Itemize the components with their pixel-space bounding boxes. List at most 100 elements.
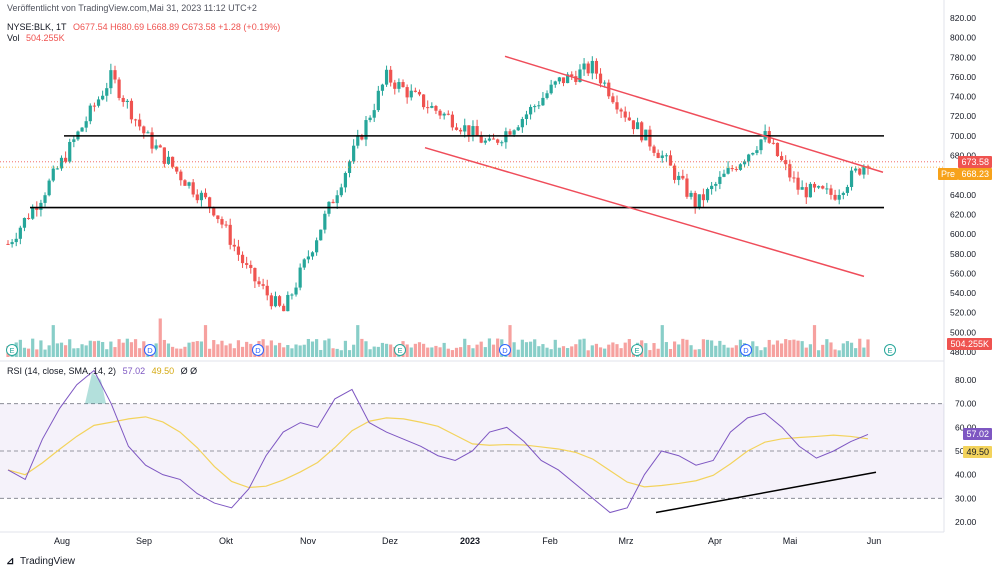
tradingview-logo[interactable]: ⊿ TradingView: [6, 556, 75, 567]
volume-bar: [594, 343, 599, 357]
candle-body: [751, 152, 755, 155]
volume-bar: [142, 341, 146, 357]
volume-bar: [611, 342, 615, 357]
volume-bar: [430, 347, 434, 357]
price-tick-label: 800.00: [950, 33, 976, 43]
volume-bar: [26, 348, 31, 357]
candle-body: [84, 121, 88, 128]
candle-body: [640, 122, 644, 141]
candle-body: [105, 88, 109, 96]
candle-body: [315, 240, 319, 253]
price-tick-label: 520.00: [950, 308, 976, 318]
candle-body: [755, 150, 759, 153]
candle-body: [286, 294, 290, 312]
volume-bar: [858, 338, 862, 357]
price-tick-label: 820.00: [950, 13, 976, 23]
candle-body: [537, 105, 541, 107]
price-tick-label: 740.00: [950, 92, 976, 102]
volume-label[interactable]: Vol: [7, 33, 20, 43]
event-marker-letter: D: [743, 346, 749, 355]
volume-bar: [508, 325, 512, 357]
volume-bar: [72, 348, 76, 357]
volume-bar: [310, 341, 315, 357]
volume-bar: [483, 347, 487, 357]
volume-bar: [849, 342, 854, 357]
volume-bar: [660, 325, 664, 357]
volume-bar: [841, 343, 845, 357]
rsi-extra: Ø Ø: [180, 366, 198, 376]
pre-market-label: Pre: [937, 168, 958, 180]
volume-bar: [302, 344, 306, 357]
candle-body: [380, 84, 385, 91]
candle-body: [265, 285, 269, 296]
volume-bar: [76, 348, 80, 357]
candle-body: [146, 132, 150, 134]
candle-body: [471, 126, 475, 137]
candle-body: [644, 129, 648, 141]
volume-bar: [866, 339, 870, 357]
volume-bar: [598, 347, 603, 357]
candle-body: [22, 217, 27, 228]
volume-bar: [101, 342, 105, 357]
candle-body: [512, 130, 516, 135]
candle-body: [742, 161, 747, 165]
volume-bar: [467, 345, 471, 357]
rsi-sma-legend-value: 49.50: [151, 366, 175, 376]
volume-bar: [582, 338, 586, 357]
volume-bar: [203, 325, 208, 357]
time-tick-label: Okt: [219, 536, 234, 546]
tradingview-icon: ⊿: [6, 556, 15, 567]
candle-body: [43, 195, 47, 203]
candle-body: [516, 127, 520, 131]
time-tick-label: Nov: [300, 536, 317, 546]
volume-bar: [541, 344, 545, 357]
event-marker-circle: [631, 344, 643, 356]
candle-body: [158, 145, 162, 148]
volume-bar: [730, 347, 734, 357]
volume-bar: [710, 340, 714, 357]
volume-bar: [109, 341, 113, 357]
candle-body: [504, 131, 508, 143]
volume-bar: [68, 339, 72, 357]
candle-body: [413, 90, 417, 92]
candle-body: [426, 107, 430, 109]
candle-body: [154, 145, 158, 149]
volume-bar: [788, 340, 792, 357]
volume-bar: [615, 344, 619, 357]
rsi-label[interactable]: RSI (14, close, SMA, 14, 2): [7, 366, 117, 376]
tradingview-brand: TradingView: [20, 556, 76, 567]
volume-bar: [183, 346, 187, 357]
candle-body: [302, 259, 306, 268]
price-tick-label: 560.00: [950, 268, 976, 278]
volume-bar: [804, 347, 808, 357]
volume-bar: [319, 349, 323, 357]
volume-bar: [442, 342, 446, 357]
volume-bar: [224, 345, 228, 357]
candle-body: [726, 168, 730, 174]
volume-bar: [545, 347, 549, 357]
volume-bar: [677, 344, 681, 357]
volume-bar: [496, 338, 500, 357]
volume-bar: [681, 338, 685, 357]
candle-body: [339, 187, 343, 196]
candle-body: [212, 206, 216, 216]
volume-bar: [191, 341, 195, 357]
volume-bar: [450, 350, 455, 357]
volume-bar: [84, 345, 88, 357]
candle-body: [51, 168, 55, 181]
candle-body: [582, 63, 586, 70]
candle-body: [817, 186, 821, 188]
candle-body: [273, 296, 278, 307]
price-tick-label: 760.00: [950, 72, 976, 82]
candle-body: [203, 192, 208, 198]
candle-body: [784, 160, 788, 165]
candle-body: [101, 95, 105, 100]
volume-bar: [689, 345, 693, 357]
symbol-name[interactable]: NYSE:BLK, 1T: [7, 22, 67, 32]
candle-body: [689, 192, 693, 197]
volume-bar: [269, 340, 273, 357]
candle-body: [208, 197, 212, 207]
volume-bar: [315, 339, 319, 357]
candle-body: [734, 168, 738, 170]
